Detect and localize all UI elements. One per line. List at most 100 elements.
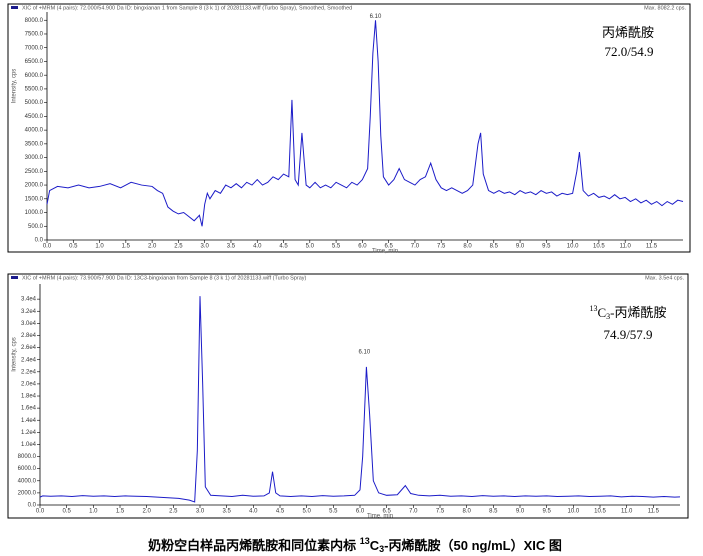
peak-label: 6.10: [359, 350, 371, 356]
y-tick-label: 3000.0: [25, 155, 44, 161]
panel-header: XIC of +MRM (4 pairs): 72.000/54.900 Da …: [22, 5, 352, 11]
x-tick-label: 4.0: [249, 509, 258, 515]
x-tick-label: 4.0: [253, 244, 262, 250]
compound-part: 3: [606, 312, 610, 321]
x-tick-label: 9.5: [542, 509, 551, 515]
y-tick-label: 0.0: [35, 238, 44, 244]
y-tick-label: 2.2e4: [21, 369, 37, 375]
x-tick-label: 11.0: [621, 509, 633, 515]
x-tick-label: 6.0: [356, 509, 365, 515]
caption-text: C: [370, 538, 380, 553]
x-tick-label: 1.5: [122, 244, 131, 250]
y-tick-label: 6500.0: [25, 59, 44, 65]
compound-part: 13: [589, 304, 597, 313]
x-tick-label: 3.0: [201, 244, 210, 250]
panel-header: XIC of +MRM (4 pairs): 73.900/57.900 Da …: [22, 275, 307, 281]
x-tick-label: 10.5: [593, 244, 605, 250]
panel-icon: [11, 6, 18, 9]
peak-label: 6.10: [370, 14, 382, 20]
y-tick-label: 4000.0: [18, 478, 37, 484]
x-tick-label: 3.0: [196, 509, 205, 515]
x-tick-label: 8.5: [489, 509, 498, 515]
x-tick-label: 7.5: [436, 509, 445, 515]
x-tick-label: 2.5: [169, 509, 178, 515]
x-tick-label: 0.5: [62, 509, 71, 515]
x-tick-label: 8.0: [463, 244, 472, 250]
y-tick-label: 1.6e4: [21, 406, 37, 412]
compound-part: C: [597, 305, 606, 320]
y-tick-label: 1.2e4: [21, 430, 37, 436]
x-tick-label: 8.5: [490, 244, 499, 250]
x-tick-label: 4.5: [276, 509, 285, 515]
panel-icon: [11, 276, 18, 279]
x-tick-label: 9.0: [516, 509, 525, 515]
y-tick-label: 3.4e4: [21, 297, 37, 303]
x-tick-label: 5.5: [329, 509, 338, 515]
x-tick-label: 5.5: [332, 244, 341, 250]
y-tick-label: 6000.0: [18, 466, 37, 472]
trace: [39, 296, 681, 503]
panel-frame: [7, 273, 689, 519]
x-tick-label: 3.5: [227, 244, 236, 250]
y-tick-label: 1500.0: [25, 196, 44, 202]
trace: [46, 20, 684, 227]
x-tick-label: 11.0: [620, 244, 632, 250]
compound-part: -丙烯酰胺: [610, 305, 666, 320]
y-tick-label: 5500.0: [25, 86, 44, 92]
panel-frame: [7, 3, 691, 253]
x-tick-label: 10.0: [567, 509, 579, 515]
x-axis-title: Time, min: [367, 514, 393, 520]
y-tick-label: 2000.0: [18, 490, 37, 496]
y-tick-label: 2.6e4: [21, 345, 37, 351]
x-tick-label: 11.5: [648, 509, 660, 515]
x-tick-label: 1.0: [95, 244, 104, 250]
caption-text: -丙烯酰胺（50 ng/mL）XIC 图: [384, 538, 562, 553]
y-axis-title: Intensity, cps: [12, 337, 18, 372]
x-tick-label: 6.0: [358, 244, 367, 250]
caption: 奶粉空白样品丙烯酰胺和同位素内标 13C3-丙烯酰胺（50 ng/mL）XIC …: [147, 536, 562, 554]
y-tick-label: 1.8e4: [21, 394, 37, 400]
transition-label: 74.9/57.9: [603, 327, 652, 342]
y-tick-label: 7500.0: [25, 32, 44, 38]
y-tick-label: 2.0e4: [21, 381, 37, 387]
caption-sub: 3: [379, 544, 384, 554]
x-tick-label: 2.5: [174, 244, 183, 250]
y-tick-label: 1.4e4: [21, 418, 37, 424]
x-tick-label: 1.0: [89, 509, 98, 515]
caption-sup: 13: [360, 536, 370, 546]
compound-part: 丙烯酰胺: [602, 25, 654, 40]
x-tick-label: 6.5: [382, 509, 391, 515]
x-tick-label: 7.5: [437, 244, 446, 250]
y-tick-label: 3.0e4: [21, 321, 37, 327]
x-tick-label: 4.5: [279, 244, 288, 250]
compound-label: 丙烯酰胺: [602, 25, 654, 40]
x-tick-label: 6.5: [384, 244, 393, 250]
x-tick-label: 5.0: [302, 509, 311, 515]
y-tick-label: 7000.0: [25, 45, 44, 51]
x-tick-label: 10.5: [594, 509, 606, 515]
compound-label: 13C3-丙烯酰胺: [589, 304, 666, 321]
y-tick-label: 500.0: [28, 224, 44, 230]
x-tick-label: 0.0: [43, 244, 52, 250]
y-tick-label: 2.4e4: [21, 357, 37, 363]
transition-label: 72.0/54.9: [604, 44, 653, 59]
x-tick-label: 7.0: [411, 244, 420, 250]
x-tick-label: 0.5: [69, 244, 78, 250]
panel-max: Max. 8082.2 cps.: [644, 5, 686, 11]
x-tick-label: 9.0: [516, 244, 525, 250]
y-tick-label: 5000.0: [25, 100, 44, 106]
x-tick-label: 10.0: [567, 244, 579, 250]
x-tick-label: 8.0: [462, 509, 471, 515]
y-tick-label: 2000.0: [25, 183, 44, 189]
x-tick-label: 9.5: [542, 244, 551, 250]
x-tick-label: 7.0: [409, 509, 418, 515]
caption-text: 奶粉空白样品丙烯酰胺和同位素内标: [147, 538, 360, 553]
x-tick-label: 5.0: [306, 244, 315, 250]
y-tick-label: 6000.0: [25, 73, 44, 79]
x-tick-label: 2.0: [148, 244, 157, 250]
x-tick-label: 0.0: [36, 509, 45, 515]
x-axis-title: Time, min: [372, 249, 398, 255]
x-tick-label: 11.5: [646, 244, 658, 250]
y-tick-label: 4000.0: [25, 128, 44, 134]
panel-max: Max. 3.5e4 cps.: [645, 275, 684, 281]
